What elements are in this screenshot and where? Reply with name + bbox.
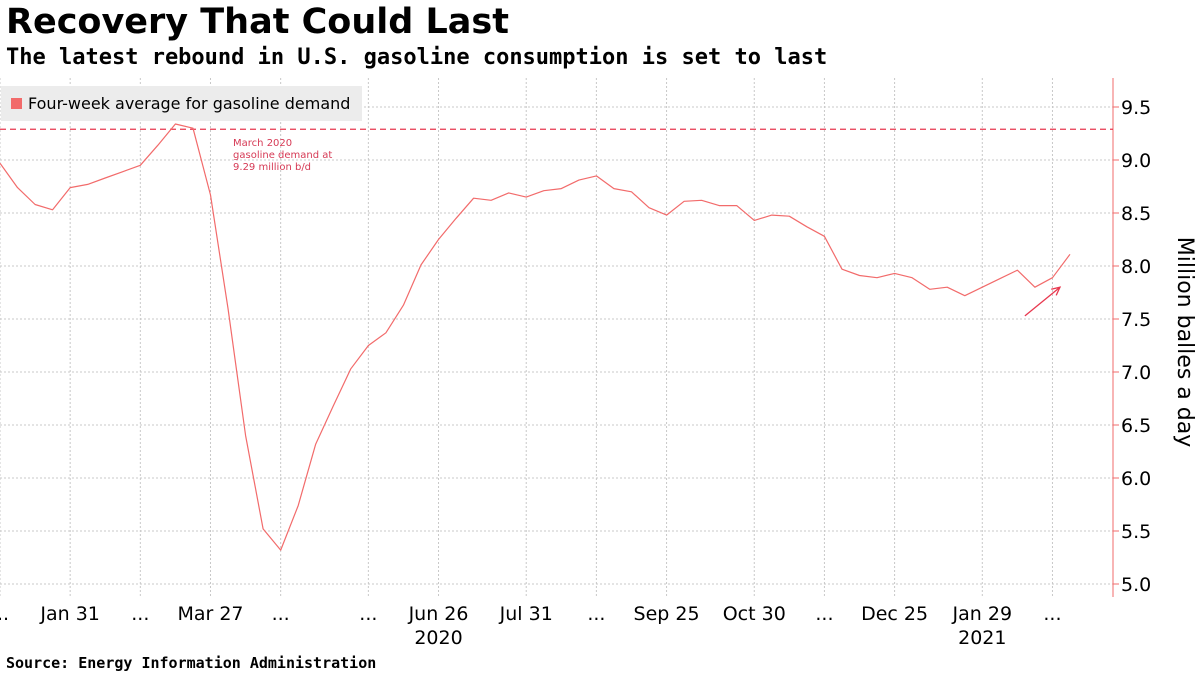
y-tick-label: 9.0 <box>1121 150 1151 172</box>
trend-arrow-head <box>1051 286 1062 296</box>
y-tick-label: 6.5 <box>1121 415 1151 437</box>
x-tick-label: ... <box>815 603 833 625</box>
x-tick-label: Oct 30 <box>723 603 786 625</box>
y-tick-label: 9.5 <box>1121 97 1151 119</box>
chart-title: Recovery That Could Last <box>6 2 509 42</box>
legend-label: Four-week average for gasoline demand <box>28 94 351 113</box>
y-axis: 5.0 5.5 6.0 6.5 7.0 7.5 8.0 8.5 9.0 9.5 Million ba… <box>1112 78 1197 597</box>
x-tick-label: ... <box>359 603 377 625</box>
x-tick-label: ... <box>272 603 290 625</box>
x-tick-label: Jan 29 <box>952 603 1013 625</box>
y-tick-label: 5.0 <box>1121 574 1151 596</box>
x-tick-label: ... <box>1043 603 1061 625</box>
reference-annotation-line: gasoline demand at <box>233 150 332 161</box>
series-line <box>0 123 1071 551</box>
series-group <box>0 123 1071 551</box>
y-tick-label: 8.5 <box>1121 203 1151 225</box>
x-tick-label: ... <box>0 603 9 625</box>
y-tick-label: 7.0 <box>1121 362 1151 384</box>
x-tick-label: ... <box>131 603 149 625</box>
source-note: Source: Energy Information Administratio… <box>6 654 377 672</box>
y-axis-title: Million balles a day <box>1172 237 1197 447</box>
legend-swatch <box>11 98 22 109</box>
x-tick-label: Jan 31 <box>39 603 100 625</box>
trend-arrow-shaft <box>1024 286 1061 317</box>
y-tick-label: 7.5 <box>1121 309 1151 331</box>
x-year-label: 2020 <box>414 627 462 649</box>
reference-annotation-line: March 2020 <box>233 138 292 149</box>
x-tick-label: Jul 31 <box>499 603 553 625</box>
x-tick-label: Jun 26 <box>408 603 469 625</box>
y-tick-label: 8.0 <box>1121 256 1151 278</box>
chart-legend: Four-week average for gasoline demand <box>1 86 363 121</box>
y-tick-label: 5.5 <box>1121 521 1151 543</box>
x-axis: ... Jan 31... Mar 27...... Jun 26 Jul 31... S… <box>0 603 1062 649</box>
reference-annotation-line: 9.29 million b/d <box>233 162 311 173</box>
x-tick-label: Sep 25 <box>634 603 700 625</box>
y-tick-label: 6.0 <box>1121 468 1151 490</box>
x-year-label: 2021 <box>958 627 1006 649</box>
x-tick-label: Dec 25 <box>861 603 928 625</box>
chart-grid <box>0 78 1113 597</box>
x-tick-label: Mar 27 <box>177 603 243 625</box>
chart-subtitle: The latest rebound in U.S. gasoline cons… <box>6 45 828 70</box>
x-tick-label: ... <box>587 603 605 625</box>
